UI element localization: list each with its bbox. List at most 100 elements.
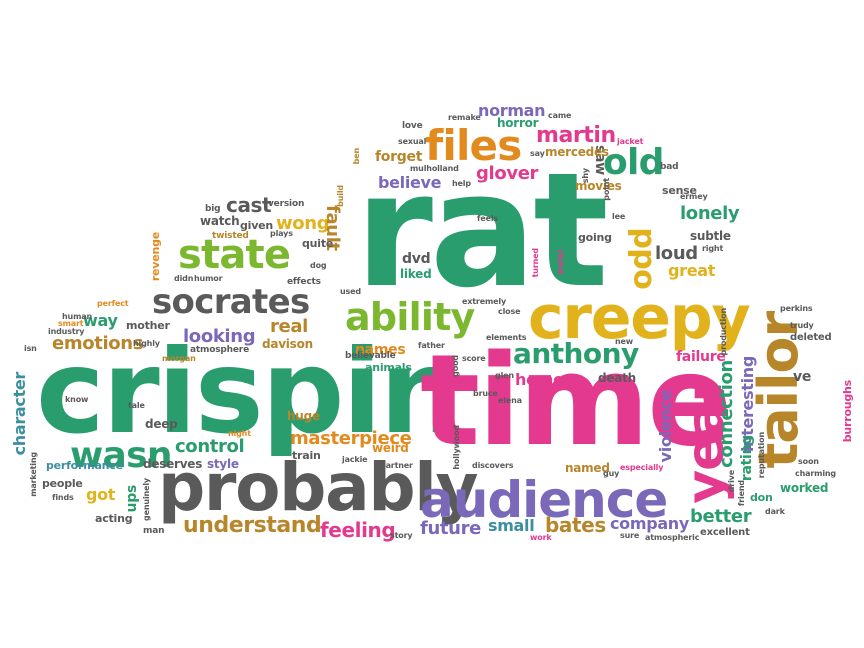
word-performance: performance bbox=[46, 459, 123, 472]
word-movies: movies bbox=[575, 179, 622, 193]
word-story: story bbox=[390, 531, 413, 540]
word-going: going bbox=[578, 231, 612, 244]
word-elements: elements bbox=[486, 333, 527, 342]
word-dvd: dvd bbox=[402, 251, 431, 267]
word-saw: saw bbox=[592, 145, 608, 175]
word-metal: metal bbox=[556, 250, 565, 275]
word-wasn: wasn bbox=[70, 435, 172, 476]
word-extremely: extremely bbox=[462, 297, 507, 306]
word-anthony: anthony bbox=[513, 337, 639, 370]
word-worked: worked bbox=[780, 481, 829, 495]
word-feels: feels bbox=[477, 214, 499, 223]
word-style: style bbox=[207, 457, 239, 471]
word-twisted: twisted bbox=[212, 231, 249, 241]
word-connection: connection bbox=[716, 360, 737, 468]
word-glover: glover bbox=[476, 163, 539, 184]
word-ability: ability bbox=[345, 295, 475, 339]
word-sense: sense bbox=[662, 184, 697, 197]
word-atmosphere: atmosphere bbox=[190, 345, 249, 355]
word-good: good bbox=[451, 355, 460, 377]
word-say: say bbox=[530, 149, 545, 158]
word-bad: bad bbox=[660, 162, 679, 172]
word-rat: rat bbox=[355, 139, 609, 323]
word-cast: cast bbox=[226, 193, 272, 217]
word-production: production bbox=[719, 308, 728, 356]
word-socrates: socrates bbox=[152, 282, 310, 322]
word-martin: martin bbox=[536, 123, 616, 148]
word-humor: humor bbox=[194, 274, 223, 283]
word-dark: dark bbox=[765, 507, 785, 516]
word-burroughs: burroughs bbox=[841, 380, 854, 443]
word-bruce: bruce bbox=[473, 389, 498, 398]
word-night: night bbox=[228, 429, 251, 438]
word-effects: effects bbox=[287, 277, 321, 287]
word-train: train bbox=[292, 449, 321, 462]
word-remake: remake bbox=[448, 113, 481, 122]
word-dog: dog bbox=[310, 261, 327, 270]
word-marketing: marketing bbox=[29, 452, 38, 497]
word-company: company bbox=[610, 514, 689, 533]
word-new: new bbox=[615, 337, 634, 346]
word-didn: didn bbox=[174, 274, 194, 283]
word-crispin: crispin bbox=[36, 325, 462, 460]
word-people: people bbox=[42, 477, 83, 490]
word-animals: animals bbox=[365, 361, 412, 374]
word-weird: weird bbox=[372, 441, 409, 455]
word-wong: wong bbox=[276, 213, 330, 234]
word-future: future bbox=[420, 518, 481, 539]
word-got: got bbox=[86, 485, 116, 504]
word-revenge: revenge bbox=[149, 232, 162, 282]
word-subtle: subtle bbox=[690, 229, 731, 243]
word-sure: sure bbox=[620, 531, 640, 540]
word-looking: looking bbox=[183, 326, 256, 347]
word-used: used bbox=[340, 287, 361, 296]
word-atmospheric: atmospheric bbox=[645, 533, 700, 542]
word-work: work bbox=[530, 533, 552, 542]
word-trudy: trudy bbox=[790, 321, 814, 330]
word-isn: isn bbox=[24, 344, 37, 353]
word-love: love bbox=[402, 121, 423, 131]
word-deserves: deserves bbox=[143, 457, 203, 471]
word-plays: plays bbox=[270, 229, 293, 238]
word-soon: soon bbox=[798, 457, 819, 466]
word-feeling: feeling bbox=[320, 518, 396, 542]
word-jacket: jacket bbox=[617, 137, 644, 146]
word-friend: friend bbox=[737, 480, 746, 507]
word-fault: fault bbox=[322, 205, 343, 251]
word-rating: rating bbox=[739, 435, 755, 482]
word-deep: deep bbox=[145, 417, 178, 431]
word-better: better bbox=[690, 506, 752, 527]
word-creepy: creepy bbox=[528, 283, 751, 353]
word-quite: quite bbox=[302, 237, 334, 250]
word-genuinely: genuinely bbox=[142, 478, 151, 521]
word-highly: highly bbox=[133, 339, 160, 348]
word-human: human bbox=[62, 312, 93, 321]
word-control: control bbox=[175, 436, 245, 457]
word-ermey: ermey bbox=[680, 192, 708, 201]
word-odd: odd bbox=[624, 228, 659, 290]
word-given: given bbox=[240, 219, 274, 232]
word-believable: believable bbox=[345, 351, 396, 361]
word-named: named bbox=[565, 461, 610, 475]
word-lee: lee bbox=[612, 212, 626, 221]
word-acting: acting bbox=[95, 512, 133, 525]
word-way: way bbox=[83, 311, 118, 330]
word-failure: failure bbox=[676, 349, 726, 365]
word-help: help bbox=[452, 179, 471, 188]
word-drive: drive bbox=[727, 470, 736, 493]
word-time: time bbox=[420, 327, 733, 474]
word-build: build bbox=[336, 185, 345, 207]
word-tale: tale bbox=[128, 401, 145, 410]
word-reputation: reputation bbox=[757, 432, 766, 479]
word-mulholland: mulholland bbox=[410, 164, 459, 173]
word-ve: ve bbox=[793, 369, 812, 385]
word-version: version bbox=[268, 199, 305, 209]
word-mother: mother bbox=[126, 319, 170, 332]
word-discovers: discovers bbox=[472, 461, 514, 470]
word-small: small bbox=[488, 516, 535, 535]
word-big: big bbox=[205, 204, 221, 214]
word-man: man bbox=[143, 526, 165, 536]
word-partner: partner bbox=[380, 461, 413, 470]
word-real: real bbox=[270, 316, 308, 337]
word-morgan: morgan bbox=[162, 354, 196, 363]
